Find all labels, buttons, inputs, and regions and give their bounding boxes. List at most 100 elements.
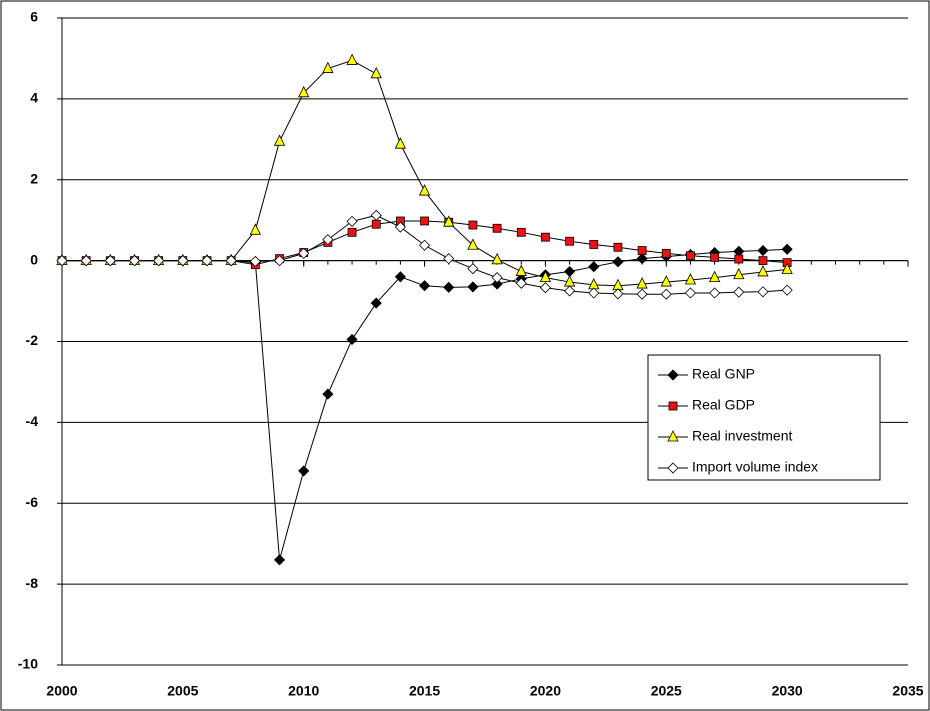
marker <box>371 219 381 229</box>
marker <box>708 270 721 283</box>
marker <box>467 263 479 275</box>
marker <box>667 430 679 442</box>
marker <box>273 255 286 267</box>
marker <box>467 238 479 250</box>
marker <box>418 184 431 196</box>
legend-label: Import volume index <box>692 459 818 475</box>
legend-label: Real investment <box>692 428 792 444</box>
y-tick-label: -8 <box>26 575 39 591</box>
x-tick-label: 2020 <box>530 683 561 699</box>
marker <box>781 262 793 274</box>
marker <box>733 267 745 280</box>
marker <box>80 255 92 267</box>
marker <box>273 554 286 566</box>
y-tick-label: 6 <box>30 9 38 25</box>
y-tick-label: -2 <box>26 332 39 348</box>
marker <box>419 239 431 251</box>
legend-box <box>647 354 881 481</box>
marker <box>492 223 502 233</box>
marker <box>273 134 286 146</box>
marker <box>177 255 189 267</box>
marker <box>758 256 768 266</box>
marker <box>443 215 455 227</box>
marker <box>637 246 647 255</box>
marker <box>564 285 576 297</box>
marker <box>686 251 695 261</box>
marker <box>733 286 745 298</box>
y-tick-label: -6 <box>26 494 39 510</box>
marker <box>660 275 672 287</box>
marker <box>734 254 744 264</box>
marker <box>201 255 213 267</box>
marker <box>757 265 769 277</box>
x-tick-label: 2010 <box>288 683 319 699</box>
marker <box>660 288 672 300</box>
marker <box>565 236 574 246</box>
marker <box>346 53 358 65</box>
marker <box>322 61 334 73</box>
marker <box>298 247 310 259</box>
marker <box>394 221 406 233</box>
marker <box>589 240 599 249</box>
marker <box>491 272 503 284</box>
x-tick-label: 2015 <box>409 683 440 699</box>
marker <box>667 462 679 474</box>
marker <box>419 280 431 292</box>
marker <box>636 277 648 289</box>
marker <box>468 220 478 230</box>
marker <box>757 286 769 298</box>
marker <box>515 277 527 289</box>
marker <box>667 369 679 381</box>
marker <box>443 281 455 293</box>
x-tick-label: 2030 <box>772 683 803 699</box>
marker <box>588 287 600 299</box>
marker <box>516 227 526 237</box>
marker <box>394 271 406 283</box>
y-tick-label: -4 <box>26 413 39 429</box>
marker <box>346 215 358 227</box>
y-tick-label: 0 <box>30 251 38 267</box>
y-tick-label: 2 <box>30 170 38 186</box>
y-tick-label: 4 <box>30 90 38 106</box>
marker <box>491 252 503 265</box>
marker <box>128 255 141 267</box>
marker <box>684 273 697 285</box>
marker <box>588 261 600 273</box>
marker <box>539 282 551 294</box>
marker <box>322 234 334 246</box>
marker <box>613 242 623 252</box>
marker <box>443 253 455 265</box>
marker <box>636 253 648 265</box>
marker <box>515 264 527 276</box>
marker <box>249 223 262 235</box>
marker <box>467 281 479 293</box>
marker <box>322 388 334 400</box>
marker <box>709 287 721 299</box>
marker <box>394 137 407 149</box>
marker <box>541 232 550 242</box>
y-tick-label: -10 <box>18 656 38 672</box>
x-tick-label: 2035 <box>892 683 923 699</box>
x-tick-label: 2025 <box>651 683 682 699</box>
marker <box>684 287 697 299</box>
marker <box>249 255 261 267</box>
marker <box>298 465 310 477</box>
marker <box>757 244 769 257</box>
marker <box>225 255 237 267</box>
marker <box>491 278 503 290</box>
legend-label: Real GDP <box>692 397 755 413</box>
marker <box>539 270 552 283</box>
marker <box>56 255 68 267</box>
marker <box>612 256 624 268</box>
marker <box>668 401 678 411</box>
marker <box>370 209 382 221</box>
marker <box>370 297 382 309</box>
marker <box>781 284 793 296</box>
marker <box>347 227 357 237</box>
marker <box>661 248 671 258</box>
marker <box>781 243 793 255</box>
marker <box>346 333 358 346</box>
marker <box>636 288 648 300</box>
marker <box>420 216 429 226</box>
